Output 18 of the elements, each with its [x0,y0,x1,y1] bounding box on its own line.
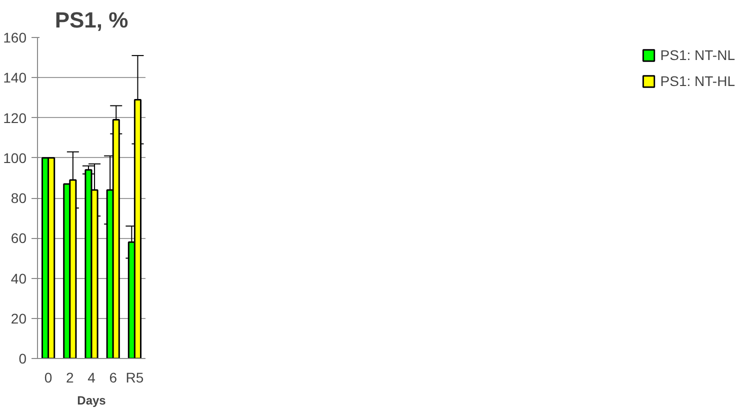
y-tick-label: 20 [10,310,27,326]
legend-label: PS1: NT-HL [660,73,735,89]
y-tick-label: 40 [10,270,27,286]
x-tick-label: 4 [88,370,96,386]
x-tick-label: 0 [44,370,52,386]
y-tick-label: 80 [10,190,27,206]
chart-title: PS1, % [54,8,128,32]
y-tick-label: 120 [3,110,27,126]
y-tick-label: 160 [3,30,27,46]
y-tick-label: 100 [3,150,27,166]
y-tick-label: 140 [3,70,27,86]
y-tick-label: 0 [18,350,27,366]
x-tick-label: 6 [109,370,118,386]
x-tick-label: R5 [126,370,144,386]
y-tick-label: 60 [10,230,27,246]
x-tick-label: 2 [66,370,74,386]
legend-label: PS1: NT-NL [660,47,735,63]
x-axis-title: Days [77,394,106,408]
